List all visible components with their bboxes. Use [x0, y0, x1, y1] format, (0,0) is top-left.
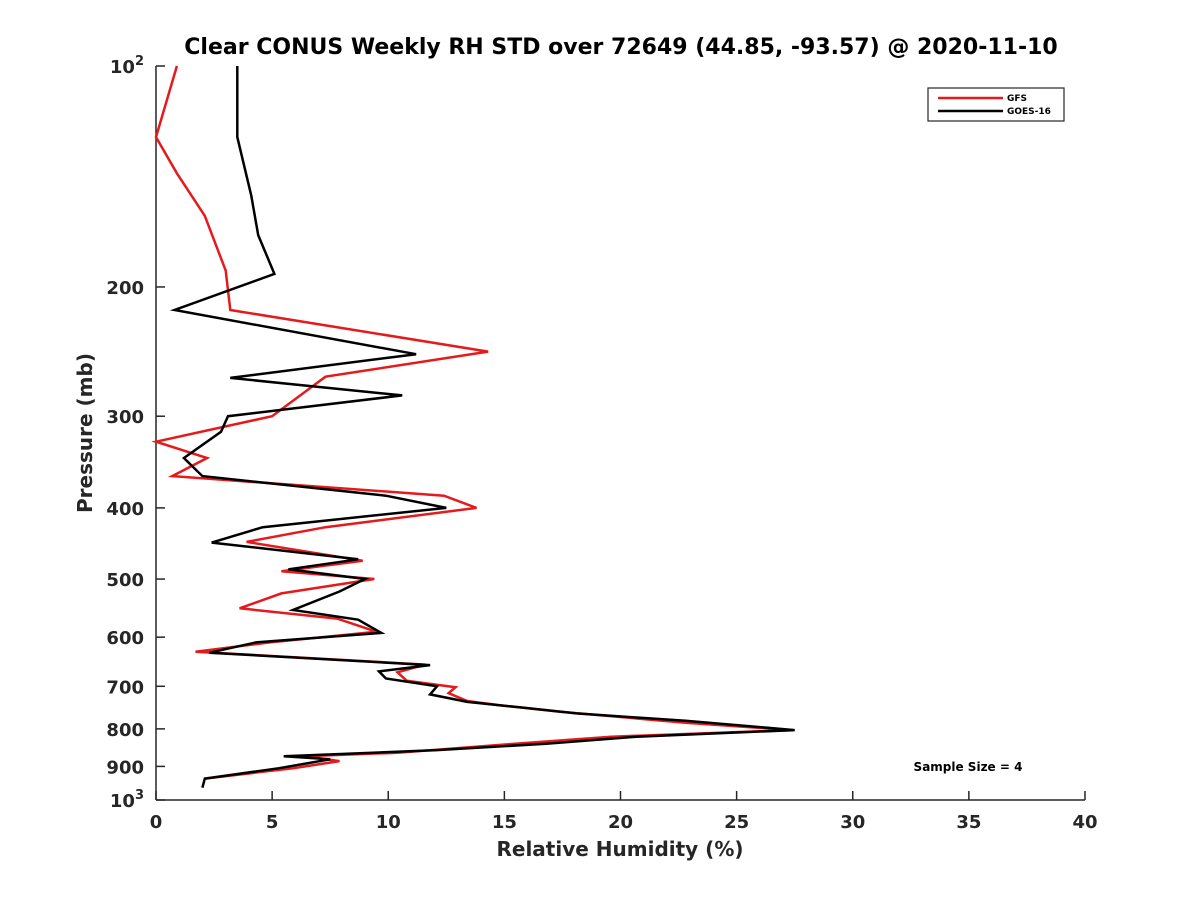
x-tick-label: 0 — [150, 812, 163, 833]
y-tick-label-base: 800 — [106, 720, 144, 741]
legend: GFS GOES-16 — [927, 87, 1065, 122]
x-tick-label: 15 — [492, 812, 517, 833]
x-tick-label: 30 — [840, 812, 865, 833]
x-axis-label: Relative Humidity (%) — [496, 837, 743, 861]
y-tick-label-base: 300 — [106, 407, 144, 428]
y-tick-label: 103 — [110, 788, 144, 812]
series-layer — [151, 65, 795, 789]
y-tick-label-exponent: 3 — [135, 788, 144, 803]
y-tick-label: 300 — [106, 407, 144, 428]
y-tick-label: 900 — [106, 757, 144, 778]
y-tick-label: 200 — [106, 278, 144, 299]
sample-size-annotation: Sample Size = 4 — [914, 760, 1023, 774]
y-tick-label-base: 10 — [110, 791, 135, 812]
y-tick-label-base: 200 — [106, 278, 144, 299]
series-line-gfs — [151, 65, 793, 780]
x-tick-label: 5 — [266, 812, 279, 833]
legend-label-gfs: GFS — [1007, 94, 1027, 104]
y-tick-label: 600 — [106, 628, 144, 649]
y-tick-label: 500 — [106, 570, 144, 591]
y-tick-label: 800 — [106, 720, 144, 741]
y-tick-label: 400 — [106, 499, 144, 520]
x-tick-label: 35 — [956, 812, 981, 833]
plot-area — [156, 66, 1085, 800]
legend-box — [927, 87, 1065, 122]
x-tick-label: 10 — [376, 812, 401, 833]
y-tick-label-base: 10 — [110, 57, 135, 78]
y-axis-label: Pressure (mb) — [73, 353, 97, 513]
chart-title: Clear CONUS Weekly RH STD over 72649 (44… — [184, 35, 1057, 60]
x-tick-label: 20 — [608, 812, 633, 833]
x-tick-label: 40 — [1072, 812, 1097, 833]
series-line-goes-16 — [169, 66, 795, 789]
y-tick-label-base: 900 — [106, 757, 144, 778]
y-tick-label-base: 600 — [106, 628, 144, 649]
y-tick-label-exponent: 2 — [135, 54, 144, 69]
y-tick-label-base: 500 — [106, 570, 144, 591]
legend-label-goes-16: GOES-16 — [1007, 107, 1051, 117]
y-tick-label: 102 — [110, 54, 144, 78]
y-tick-label-base: 700 — [106, 677, 144, 698]
y-tick-label: 700 — [106, 677, 144, 698]
y-tick-label-base: 400 — [106, 499, 144, 520]
x-tick-label: 25 — [724, 812, 749, 833]
x-axis-ticks: 0 5 10 15 20 25 30 35 40 — [150, 791, 1098, 833]
